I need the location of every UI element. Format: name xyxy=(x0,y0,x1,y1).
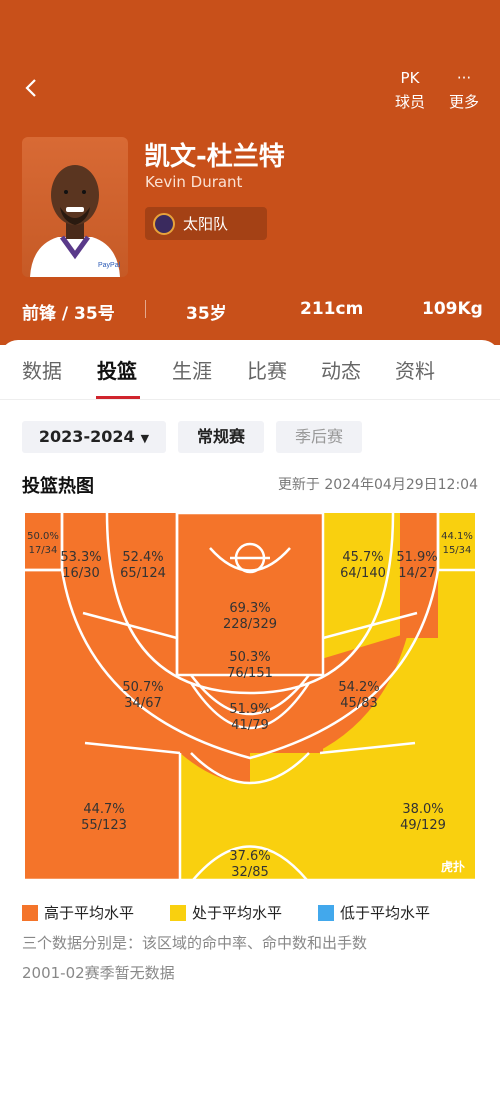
legend-average: 处于平均水平 xyxy=(170,902,282,923)
player-height: 211cm xyxy=(300,299,364,319)
team-badge[interactable]: 太阳队 xyxy=(145,207,267,240)
zone-made: 14/27 xyxy=(398,566,435,581)
zone-pct: 38.0% xyxy=(402,802,443,817)
legend-above: 高于平均水平 xyxy=(22,902,134,923)
zone-made: 41/79 xyxy=(231,718,268,733)
tab-shooting[interactable]: 投篮 xyxy=(97,359,137,383)
player-weight: 109Kg xyxy=(422,299,483,319)
tab-career[interactable]: 生涯 xyxy=(172,359,212,383)
zone-made: 55/123 xyxy=(81,818,127,833)
legend-swatch-above xyxy=(22,904,38,921)
player-avatar: PayPal xyxy=(22,137,128,277)
suns-logo-icon xyxy=(153,212,175,235)
svg-text:PayPal: PayPal xyxy=(98,262,121,269)
player-name-cn: 凯文-杜兰特 xyxy=(144,142,285,172)
tab-divider xyxy=(0,399,500,400)
legend-average-label: 处于平均水平 xyxy=(192,904,283,922)
heatmap-title: 投篮热图 xyxy=(22,476,94,497)
legend-below: 低于平均水平 xyxy=(318,902,430,923)
regular-season-filter[interactable]: 常规赛 xyxy=(178,421,264,453)
zone-made: 49/129 xyxy=(400,818,446,833)
zone-fill-top-key xyxy=(180,753,365,880)
tab-data[interactable]: 数据 xyxy=(22,359,62,383)
more-button[interactable]: ··· 更多 xyxy=(444,68,484,112)
active-tab-indicator xyxy=(96,396,140,399)
legend-below-label: 低于平均水平 xyxy=(340,904,431,922)
player-name-en: Kevin Durant xyxy=(145,173,243,191)
zone-made: 76/151 xyxy=(227,666,273,681)
zone-made: 228/329 xyxy=(223,617,277,632)
compare-label: 球员 xyxy=(394,93,425,111)
caret-down-icon: ▼ xyxy=(140,432,150,445)
no-data-note: 2001-02赛季暂无数据 xyxy=(22,964,175,982)
team-name: 太阳队 xyxy=(183,215,229,233)
more-icon: ··· xyxy=(456,69,472,87)
divider xyxy=(145,300,146,318)
season-select[interactable]: 2023-2024 ▼ xyxy=(22,421,166,453)
zone-labels: 50.0% 17/34 53.3% 16/30 52.4% 65/124 45.… xyxy=(27,531,473,880)
zone-made: 45/83 xyxy=(340,696,377,711)
explain-note: 三个数据分别是：该区域的命中率、命中数和出手数 xyxy=(22,934,368,952)
zone-pct: 45.7% xyxy=(342,550,383,565)
pk-icon: PK xyxy=(400,69,420,87)
player-header: PK 球员 ··· 更多 PayPal 凯文-杜兰特 Kevin Durant … xyxy=(0,0,500,345)
updated-time: 更新于 2024年04月29日12:04 xyxy=(277,477,478,493)
back-button[interactable] xyxy=(20,74,44,102)
compare-player-button[interactable]: PK 球员 xyxy=(390,68,430,112)
zone-pct: 44.1% xyxy=(441,531,473,542)
court-lines xyxy=(25,513,475,880)
zone-pct: 50.7% xyxy=(122,680,163,695)
legend-swatch-average xyxy=(170,904,186,921)
zone-made: 16/30 xyxy=(62,566,99,581)
zone-made: 34/67 xyxy=(124,696,161,711)
zone-pct: 50.0% xyxy=(27,531,59,542)
zone-made: 65/124 xyxy=(120,566,166,581)
chevron-left-icon xyxy=(25,79,36,97)
zone-pct: 51.9% xyxy=(229,702,270,717)
legend-above-label: 高于平均水平 xyxy=(44,904,135,922)
shot-heatmap: 50.0% 17/34 53.3% 16/30 52.4% 65/124 45.… xyxy=(25,513,475,880)
season-value: 2023-2024 xyxy=(38,427,135,446)
zone-pct: 54.2% xyxy=(338,680,379,695)
zone-made: 64/140 xyxy=(340,566,386,581)
player-age: 35岁 xyxy=(186,304,227,324)
zone-pct: 50.3% xyxy=(229,650,270,665)
zone-made: 32/85 xyxy=(231,865,268,880)
more-label: 更多 xyxy=(448,93,479,111)
position-number: 前锋 / 35号 xyxy=(22,304,115,324)
zone-made: 17/34 xyxy=(29,545,58,556)
zone-pct: 44.7% xyxy=(83,802,124,817)
zone-fill-paint xyxy=(177,513,323,675)
playoffs-filter[interactable]: 季后赛 xyxy=(276,421,362,453)
zone-pct: 51.9% xyxy=(396,550,437,565)
zone-pct: 69.3% xyxy=(229,601,270,616)
zone-fill-right-corner-mid xyxy=(400,513,438,638)
zone-pct: 52.4% xyxy=(122,550,163,565)
tab-profile[interactable]: 资料 xyxy=(395,359,435,383)
zone-pct: 37.6% xyxy=(229,849,270,864)
zone-pct: 53.3% xyxy=(60,550,101,565)
legend-swatch-below xyxy=(318,904,334,921)
tab-news[interactable]: 动态 xyxy=(321,359,361,383)
hupu-watermark: 虎扑 xyxy=(441,859,465,874)
zone-made: 15/34 xyxy=(443,545,472,556)
tab-games[interactable]: 比赛 xyxy=(247,359,287,383)
